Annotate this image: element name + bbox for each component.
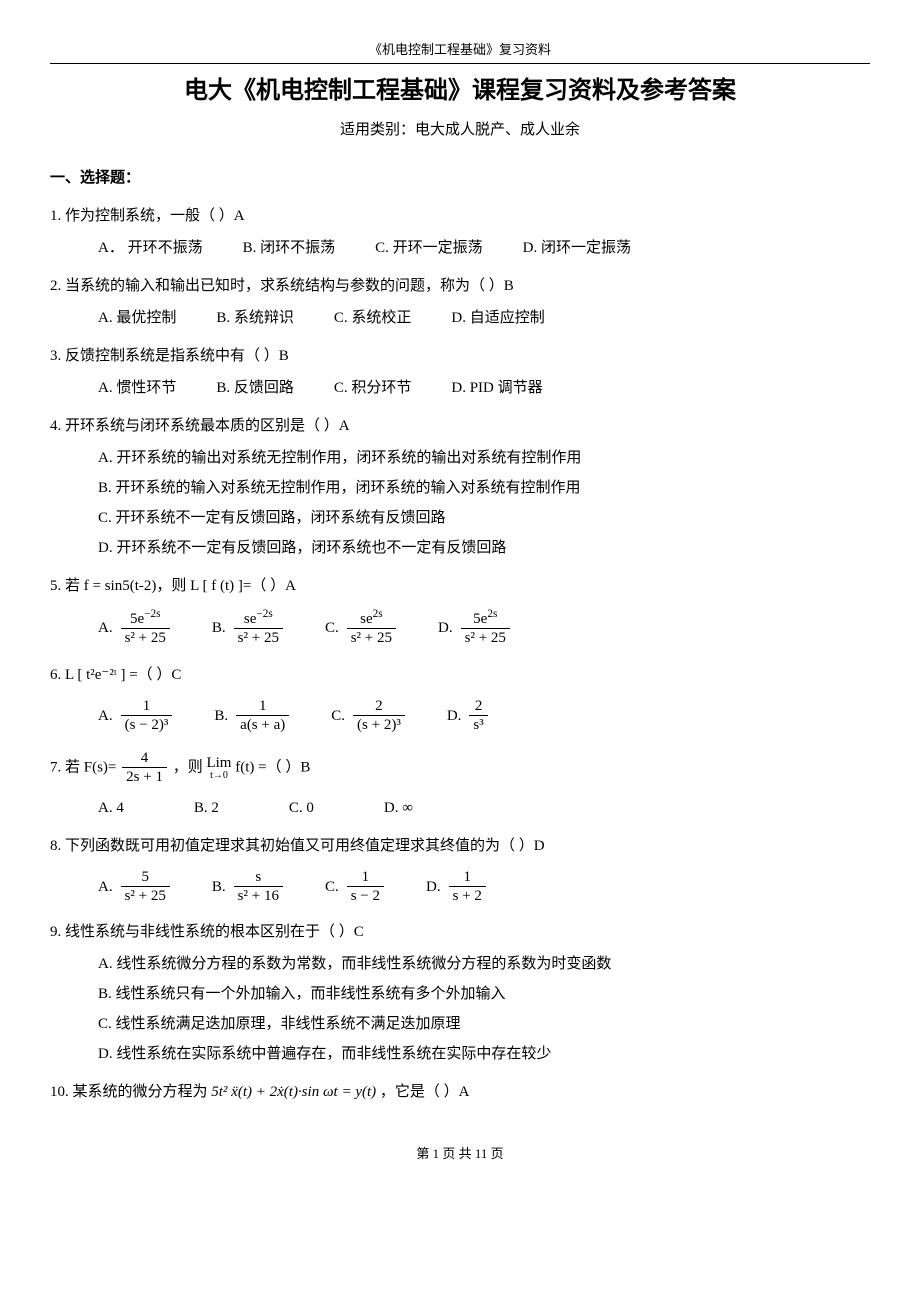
q9-stem: 9. 线性系统与非线性系统的根本区别在于（ ）C: [50, 920, 870, 944]
q3-opt-d: D. PID 调节器: [451, 376, 542, 400]
q10-stem: 10. 某系统的微分方程为 5t² ẍ(t) + 2ẋ(t)·sin ωt = …: [50, 1080, 870, 1104]
q4-opt-b: B. 开环系统的输入对系统无控制作用，闭环系统的输入对系统有控制作用: [98, 476, 870, 500]
q5-opt-b: B. se−2ss² + 25: [212, 608, 285, 649]
q8-opt-a: A. 5s² + 25: [98, 868, 172, 907]
q5-opt-a: A. 5e−2ss² + 25: [98, 608, 172, 649]
q2-opt-b: B. 系统辩识: [216, 306, 294, 330]
q2-stem: 2. 当系统的输入和输出已知时，求系统结构与参数的问题，称为（ ）B: [50, 274, 870, 298]
question-7: 7. 若 F(s)= 42s + 1 ，则 Limt→0 f(t) =（ ）B …: [50, 749, 870, 820]
header-note: 《机电控制工程基础》复习资料: [50, 40, 870, 64]
q8-opt-c: C. 1s − 2: [325, 868, 386, 907]
q3-opt-c: C. 积分环节: [334, 376, 412, 400]
q8-stem: 8. 下列函数既可用初值定理求其初始值又可用终值定理求其终值的为（ ）D: [50, 834, 870, 858]
q3-stem: 3. 反馈控制系统是指系统中有（ ）B: [50, 344, 870, 368]
q7-opt-c: C. 0: [289, 796, 314, 820]
section-header: 一、选择题：: [50, 166, 870, 190]
q6-opt-d: D. 2s³: [447, 697, 490, 736]
q7-stem: 7. 若 F(s)= 42s + 1 ，则 Limt→0 f(t) =（ ）B: [50, 749, 870, 788]
q1-stem: 1. 作为控制系统，一般（ ）A: [50, 204, 870, 228]
q5-opt-d: D. 5e2ss² + 25: [438, 608, 512, 649]
q6-opt-c: C. 2(s + 2)³: [331, 697, 407, 736]
question-3: 3. 反馈控制系统是指系统中有（ ）B A. 惯性环节 B. 反馈回路 C. 积…: [50, 344, 870, 400]
q1-opt-b: B. 闭环不振荡: [243, 236, 336, 260]
page-title: 电大《机电控制工程基础》课程复习资料及参考答案: [50, 72, 870, 110]
q5-stem: 5. 若 f = sin5(t-2)，则 L [ f (t) ]=（ ）A: [50, 574, 870, 598]
q1-opt-c: C. 开环一定振荡: [375, 236, 483, 260]
page-footer: 第 1 页 共 11 页: [50, 1144, 870, 1165]
q4-opt-d: D. 开环系统不一定有反馈回路，闭环系统也不一定有反馈回路: [98, 536, 870, 560]
q6-stem: 6. L [ t²e⁻²ᵗ ] =（ ）C: [50, 663, 870, 687]
q7-opt-d: D. ∞: [384, 796, 413, 820]
q6-opt-b: B. 1a(s + a): [214, 697, 291, 736]
q7-opt-b: B. 2: [194, 796, 219, 820]
q7-opt-a: A. 4: [98, 796, 124, 820]
q1-opt-a: A． 开环不振荡: [98, 236, 203, 260]
question-8: 8. 下列函数既可用初值定理求其初始值又可用终值定理求其终值的为（ ）D A. …: [50, 834, 870, 907]
q9-opt-b: B. 线性系统只有一个外加输入，而非线性系统有多个外加输入: [98, 982, 870, 1006]
question-2: 2. 当系统的输入和输出已知时，求系统结构与参数的问题，称为（ ）B A. 最优…: [50, 274, 870, 330]
q5-opt-c: C. se2ss² + 25: [325, 608, 398, 649]
q3-opt-a: A. 惯性环节: [98, 376, 176, 400]
q3-opt-b: B. 反馈回路: [216, 376, 294, 400]
question-6: 6. L [ t²e⁻²ᵗ ] =（ ）C A. 1(s − 2)³ B. 1a…: [50, 663, 870, 736]
q9-opt-d: D. 线性系统在实际系统中普遍存在，而非线性系统在实际中存在较少: [98, 1042, 870, 1066]
question-9: 9. 线性系统与非线性系统的根本区别在于（ ）C A. 线性系统微分方程的系数为…: [50, 920, 870, 1066]
question-1: 1. 作为控制系统，一般（ ）A A． 开环不振荡 B. 闭环不振荡 C. 开环…: [50, 204, 870, 260]
q6-opt-a: A. 1(s − 2)³: [98, 697, 174, 736]
q9-opt-c: C. 线性系统满足迭加原理，非线性系统不满足迭加原理: [98, 1012, 870, 1036]
q2-opt-c: C. 系统校正: [334, 306, 412, 330]
q8-opt-d: D. 1s + 2: [426, 868, 488, 907]
q2-opt-a: A. 最优控制: [98, 306, 176, 330]
q2-opt-d: D. 自适应控制: [451, 306, 544, 330]
q4-stem: 4. 开环系统与闭环系统最本质的区别是（ ）A: [50, 414, 870, 438]
q4-opt-a: A. 开环系统的输出对系统无控制作用，闭环系统的输出对系统有控制作用: [98, 446, 870, 470]
question-5: 5. 若 f = sin5(t-2)，则 L [ f (t) ]=（ ）A A.…: [50, 574, 870, 649]
question-4: 4. 开环系统与闭环系统最本质的区别是（ ）A A. 开环系统的输出对系统无控制…: [50, 414, 870, 560]
q1-opt-d: D. 闭环一定振荡: [523, 236, 631, 260]
subtitle: 适用类别：电大成人脱产、成人业余: [50, 118, 870, 142]
q4-opt-c: C. 开环系统不一定有反馈回路，闭环系统有反馈回路: [98, 506, 870, 530]
q8-opt-b: B. ss² + 16: [212, 868, 285, 907]
q9-opt-a: A. 线性系统微分方程的系数为常数，而非线性系统微分方程的系数为时变函数: [98, 952, 870, 976]
question-10: 10. 某系统的微分方程为 5t² ẍ(t) + 2ẋ(t)·sin ωt = …: [50, 1080, 870, 1104]
